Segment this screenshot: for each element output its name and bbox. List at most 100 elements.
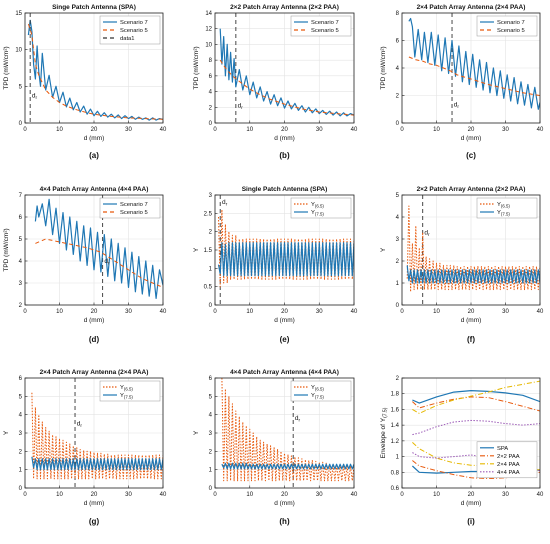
x-tick-label: 30 [502, 309, 509, 315]
y-tick-label: 5 [209, 394, 213, 400]
x-tick-label: 20 [91, 127, 98, 133]
y-tick-label: 7 [19, 193, 23, 199]
plot-series: dr [217, 195, 354, 305]
y-tick-label: 1 [209, 468, 213, 474]
x-axis-label: d (mm) [461, 135, 482, 142]
y-tick-label: 8 [396, 11, 400, 17]
legend: Scenario 7 Scenario 5 data1 [99, 15, 161, 45]
x-tick-label: 20 [468, 492, 475, 498]
legend-label: 2×4 PAA [497, 462, 520, 468]
x-tick-label: 30 [316, 492, 323, 498]
x-tick-label: 40 [537, 492, 544, 498]
series-line-2 [35, 238, 163, 288]
y-tick-label: 0.5 [204, 285, 213, 291]
y-tick-label: 1 [209, 266, 213, 272]
y-tick-label: 3 [19, 431, 23, 437]
x-tick-label: 0 [400, 309, 404, 315]
x-axis-label: d (mm) [461, 317, 482, 324]
x-tick-label: 10 [56, 492, 63, 498]
y-tick-label: 6 [19, 215, 23, 221]
x-axis-label: d (mm) [274, 317, 295, 324]
chart-title: 4×4 Patch Array Antenna (4×4 PAA) [230, 369, 339, 376]
series-line-2 [219, 59, 354, 116]
y-axis-label: Υ [380, 247, 387, 252]
plot-series: dr [34, 195, 163, 305]
series-line-1 [219, 28, 354, 117]
y-tick-label: 0 [396, 303, 400, 309]
legend-label: Scenario 5 [497, 28, 525, 34]
y-axis-label: TPD (mW/cm²) [3, 46, 10, 89]
legend-label: Υ(6.5) [497, 202, 510, 209]
legend: Υ(6.5)Υ(7.5) [290, 380, 352, 402]
y-tick-label: 0 [209, 303, 213, 309]
y-tick-label: 2 [209, 449, 213, 455]
y-tick-label: 3 [19, 281, 23, 287]
legend-label: SPA [497, 446, 508, 452]
panel-label: (c) [466, 151, 476, 160]
y-axis-label: TPD (mW/cm²) [3, 228, 10, 271]
series-line-1 [408, 17, 540, 110]
panel-label: (d) [89, 335, 100, 344]
x-axis-label: d (mm) [274, 135, 295, 142]
chart-panel-8: dr 0 10 20 30 40 0 1 2 3 4 5 6 4×4 Patch Array Antenn… [193, 369, 358, 526]
legend: Υ(6.5)Υ(7.5) [99, 380, 161, 402]
panel-label: (g) [89, 517, 100, 526]
x-tick-label: 40 [160, 492, 167, 498]
x-tick-label: 10 [246, 127, 253, 133]
plot-series: dr [221, 378, 354, 488]
x-tick-label: 40 [351, 309, 358, 315]
series-line-3-upper [412, 380, 540, 414]
x-tick-label: 30 [125, 309, 132, 315]
y-tick-label: 6 [209, 74, 213, 80]
y-tick-label: 1.4 [391, 423, 400, 429]
y-tick-label: 12 [205, 27, 212, 33]
x-tick-label: 40 [537, 127, 544, 133]
legend-box [99, 197, 161, 219]
y-tick-label: 6 [209, 376, 213, 382]
y-tick-label: 2.5 [204, 211, 213, 217]
series-line-2 [221, 462, 354, 470]
legend-label: Υ(6.5) [120, 385, 133, 392]
legend-label: Scenario 5 [120, 210, 148, 216]
y-tick-label: 0 [19, 121, 23, 127]
legend: Υ(6.5)Υ(7.5) [476, 197, 538, 219]
legend-label: Scenario 7 [497, 20, 525, 26]
x-tick-label: 10 [56, 127, 63, 133]
panel-label: (a) [89, 151, 99, 160]
annotation-label: dr [238, 102, 244, 111]
y-tick-label: 2 [396, 376, 400, 382]
series-line-1 [221, 378, 354, 482]
legend-label: Scenario 7 [120, 20, 148, 26]
chart-panel-7: dr 0 10 20 30 40 0 1 2 3 4 5 6 2×4 Patch Array Antenn… [3, 369, 167, 526]
x-tick-label: 30 [502, 492, 509, 498]
legend: Scenario 7 Scenario 5 [99, 197, 161, 219]
annotation-label: dr [32, 92, 38, 101]
x-tick-label: 10 [433, 492, 440, 498]
chart-title: 4×4 Patch Array Antenna (4×4 PAA) [40, 186, 149, 193]
y-tick-label: 1 [396, 455, 400, 461]
y-tick-label: 0 [209, 121, 213, 127]
x-tick-label: 10 [433, 127, 440, 133]
legend: Scenario 7 Scenario 5 [476, 15, 538, 37]
y-tick-label: 2 [209, 230, 213, 236]
legend-box [290, 380, 352, 402]
series-line-4-upper [412, 419, 540, 436]
x-tick-label: 30 [316, 127, 323, 133]
annotation-label: dr [222, 199, 228, 208]
x-axis-label: d (mm) [84, 135, 105, 142]
x-tick-label: 30 [125, 492, 132, 498]
chart-title: 2×4 Patch Array Antenna (2×4 PAA) [417, 4, 526, 11]
plot-series: dr [219, 13, 354, 123]
x-tick-label: 0 [213, 492, 217, 498]
x-tick-label: 0 [23, 309, 27, 315]
x-axis-label: d (mm) [461, 500, 482, 507]
x-axis-label: d (mm) [84, 317, 105, 324]
y-tick-label: 3 [209, 431, 213, 437]
y-axis-label: Υ [193, 430, 200, 435]
chart-title: Single Patch Antenna (SPA) [242, 186, 328, 193]
legend-label: Υ(7.5) [311, 393, 324, 400]
series-line-2-lower [412, 460, 540, 480]
y-tick-label: 4 [209, 413, 213, 419]
annotation-label: dr [77, 421, 83, 430]
